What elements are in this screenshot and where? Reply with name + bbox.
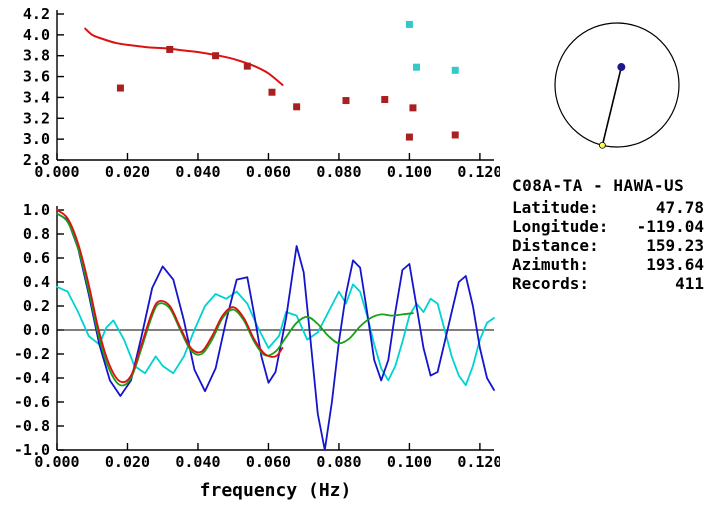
red-squares-marker[interactable] [268,88,276,96]
latitude-value: 47.78 [655,198,704,217]
blue-trace-curve [56,212,495,451]
red-squares-marker[interactable] [405,133,413,141]
red-squares-marker[interactable] [409,104,417,112]
red-squares-marker[interactable] [342,97,350,105]
longitude-row: Longitude: -119.04 [512,217,704,236]
red-squares-marker[interactable] [212,52,220,60]
x-tick-label: 0.120 [457,163,500,181]
spectra-plot: 0.000 0.020 0.040 0.060 0.080 0.100 0.120 -1.0 -… [14,201,500,501]
red-squares-marker[interactable] [293,103,301,111]
y-tick-label: 3.2 [23,109,50,127]
y-tick-label: 3.4 [23,88,50,106]
records-label: Records: [512,274,590,293]
x-tick-label: 0.040 [175,163,220,181]
station-pair-title: C08A-TA - HAWA-US [512,176,685,195]
latitude-row: Latitude: 47.78 [512,198,704,217]
y-tick-label: -0.6 [14,393,50,411]
y-tick-label: -0.2 [14,345,50,363]
red-curve-curve [84,27,284,86]
y-tick-label: -0.8 [14,417,50,435]
event-dot [598,141,606,149]
y-tick-label: 3.0 [23,130,50,148]
red-squares-marker[interactable] [451,131,459,139]
y-tick-label: 1.0 [23,201,50,219]
y-tick-label: -1.0 [14,441,50,459]
y-tick-label: 3.6 [23,68,50,86]
y-tick-label: 0.4 [23,273,50,291]
red-squares-marker[interactable] [243,62,251,70]
distance-label: Distance: [512,236,599,255]
y-tick-label: 2.8 [23,151,50,169]
red-squares-marker[interactable] [166,45,174,53]
distance-value: 159.23 [646,236,704,255]
x-axis-label: frequency (Hz) [200,480,352,501]
x-tick-label: 0.000 [34,453,79,471]
latitude-label: Latitude: [512,198,599,217]
azimuth-value: 193.64 [646,255,704,274]
cyan-squares-marker[interactable] [451,66,459,74]
x-tick-label: 0.100 [387,163,432,181]
dispersion-plot[interactable]: 0.000 0.020 0.040 0.060 0.080 0.100 0.120 2.8 3.… [0,0,500,190]
y-tick-label: 3.8 [23,47,50,65]
x-tick-label: 0.100 [387,453,432,471]
green-trace-curve [56,212,414,387]
records-value: 411 [675,274,704,293]
station-dot [617,63,626,72]
x-tick-label: 0.020 [105,453,150,471]
distance-row: Distance: 159.23 [512,236,704,255]
x-tick-label: 0.040 [175,453,220,471]
x-tick-label: 0.080 [316,163,361,181]
azimuth-line [601,66,623,146]
station-info-panel: C08A-TA - HAWA-US Latitude: 47.78 Longit… [512,176,704,293]
x-tick-label: 0.060 [246,163,291,181]
y-tick-label: -0.4 [14,369,50,387]
y-tick-label: 0.0 [23,321,50,339]
y-tick-label: 0.6 [23,249,50,267]
azimuth-map [554,22,680,149]
red-trace-curve [56,209,284,384]
x-tick-label: 0.080 [316,453,361,471]
longitude-value: -119.04 [636,217,704,236]
map-circle [554,22,680,148]
x-tick-label: 0.020 [105,163,150,181]
y-tick-label: 0.8 [23,225,50,243]
x-tick-label: 0.060 [246,453,291,471]
y-tick-label: 4.0 [23,26,50,44]
red-squares-marker[interactable] [116,84,124,92]
longitude-label: Longitude: [512,217,609,236]
cyan-squares-marker[interactable] [405,20,413,28]
cyan-trace-curve [56,283,495,387]
y-tick-label: 0.2 [23,297,50,315]
y-tick-label: 4.2 [23,5,50,23]
records-row: Records: 411 [512,274,704,293]
x-tick-label: 0.120 [457,453,500,471]
red-squares-marker[interactable] [381,96,389,104]
azimuth-row: Azimuth: 193.64 [512,255,704,274]
azimuth-label: Azimuth: [512,255,590,274]
cyan-squares-marker[interactable] [412,63,420,71]
x-tick-label: 0.000 [34,163,79,181]
